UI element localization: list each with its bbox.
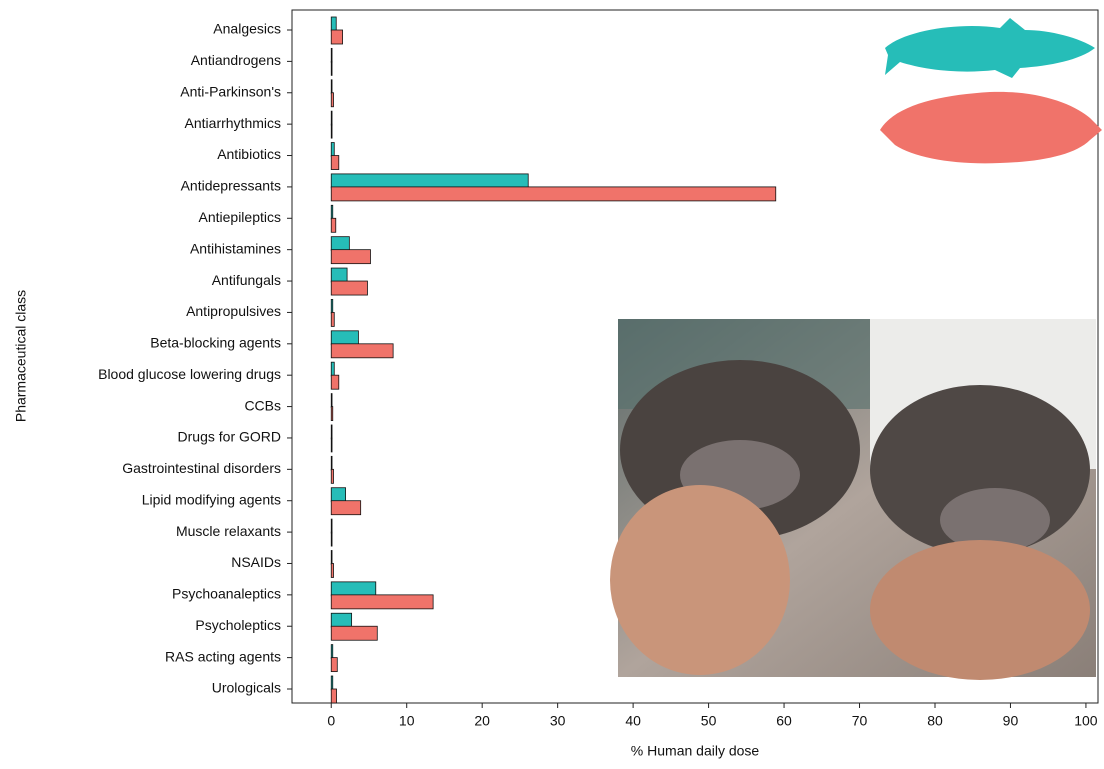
bar <box>330 437 333 453</box>
y-tick-label: Analgesics <box>213 21 281 37</box>
y-tick-label: Antihistamines <box>190 240 281 256</box>
bar <box>330 217 337 233</box>
bar <box>330 550 333 565</box>
bar <box>330 657 338 673</box>
y-tick-label: RAS acting agents <box>165 648 281 664</box>
y-tick-label: Antipropulsives <box>186 303 281 319</box>
y-tick-label: Muscle relaxants <box>176 523 281 539</box>
x-tick-label: 50 <box>701 713 717 729</box>
y-tick-label: Lipid modifying agents <box>142 491 281 507</box>
bar <box>330 563 334 578</box>
bar <box>330 361 335 377</box>
bar <box>330 612 353 628</box>
bar <box>330 155 340 170</box>
x-axis-label: % Human daily dose <box>631 743 760 759</box>
x-tick-label: 60 <box>776 713 792 729</box>
bar <box>330 594 434 610</box>
bar <box>330 487 346 503</box>
y-tick-label: Antibiotics <box>217 146 281 162</box>
y-tick-label: Psycholeptics <box>195 617 281 633</box>
y-tick-label: Antiandrogens <box>191 52 281 68</box>
bar <box>330 644 334 660</box>
bar <box>330 531 333 547</box>
y-tick-label: Antiarrhythmics <box>185 115 281 131</box>
platypus-silhouette <box>880 91 1102 164</box>
bar <box>330 518 333 534</box>
x-tick-label: 80 <box>927 713 943 729</box>
bar <box>330 29 343 45</box>
x-tick-label: 20 <box>474 713 490 729</box>
plot-frame <box>291 9 1099 704</box>
bar <box>330 675 334 691</box>
fish-silhouette <box>885 18 1095 78</box>
bar <box>330 47 333 63</box>
bar <box>330 406 334 421</box>
bar <box>330 312 335 327</box>
x-tick-label: 10 <box>399 713 415 729</box>
y-tick-label: Anti-Parkinson's <box>180 83 281 99</box>
bar <box>330 393 333 408</box>
x-tick-label: 40 <box>625 713 641 729</box>
bar <box>330 79 333 95</box>
bar <box>330 142 335 157</box>
y-tick-label: Urologicals <box>212 680 281 696</box>
x-tick-label: 70 <box>852 713 868 729</box>
bar <box>330 267 348 283</box>
y-tick-label: NSAIDs <box>231 554 281 570</box>
bar <box>330 173 529 189</box>
y-tick-label: Drugs for GORD <box>178 429 281 445</box>
bar <box>330 500 362 516</box>
bar <box>330 343 394 359</box>
bar <box>330 581 377 597</box>
bar <box>330 424 333 440</box>
bar <box>330 280 368 296</box>
y-tick-label: Gastrointestinal disorders <box>122 460 281 476</box>
bar <box>330 468 334 484</box>
bar <box>330 110 333 126</box>
bar <box>330 123 333 139</box>
bar <box>330 374 340 390</box>
y-tick-label: Antidepressants <box>181 178 281 194</box>
bar <box>330 299 334 314</box>
y-axis-label: Pharmaceutical class <box>13 290 29 422</box>
photo <box>610 319 1096 680</box>
y-tick-label: Antiepileptics <box>199 209 282 225</box>
bar <box>330 455 333 471</box>
x-tick-label: 100 <box>1074 713 1098 729</box>
x-tick-label: 0 <box>327 713 335 729</box>
y-tick-label: Beta-blocking agents <box>150 335 281 351</box>
bar <box>330 330 359 346</box>
bar <box>330 236 350 252</box>
bar <box>330 204 334 220</box>
x-tick-label: 30 <box>550 713 566 729</box>
y-tick-label: Psychoanaleptics <box>172 586 281 602</box>
y-tick-label: Antifungals <box>212 272 281 288</box>
x-tick-label: 90 <box>1003 713 1019 729</box>
bar <box>330 60 333 76</box>
y-tick-label: CCBs <box>244 397 281 413</box>
y-tick-label: Blood glucose lowering drugs <box>98 366 281 382</box>
bar <box>330 186 777 202</box>
marks <box>330 16 777 704</box>
bar <box>330 92 334 108</box>
bar <box>330 16 337 32</box>
bar <box>330 688 337 704</box>
bar <box>330 249 371 265</box>
bar <box>330 625 378 641</box>
